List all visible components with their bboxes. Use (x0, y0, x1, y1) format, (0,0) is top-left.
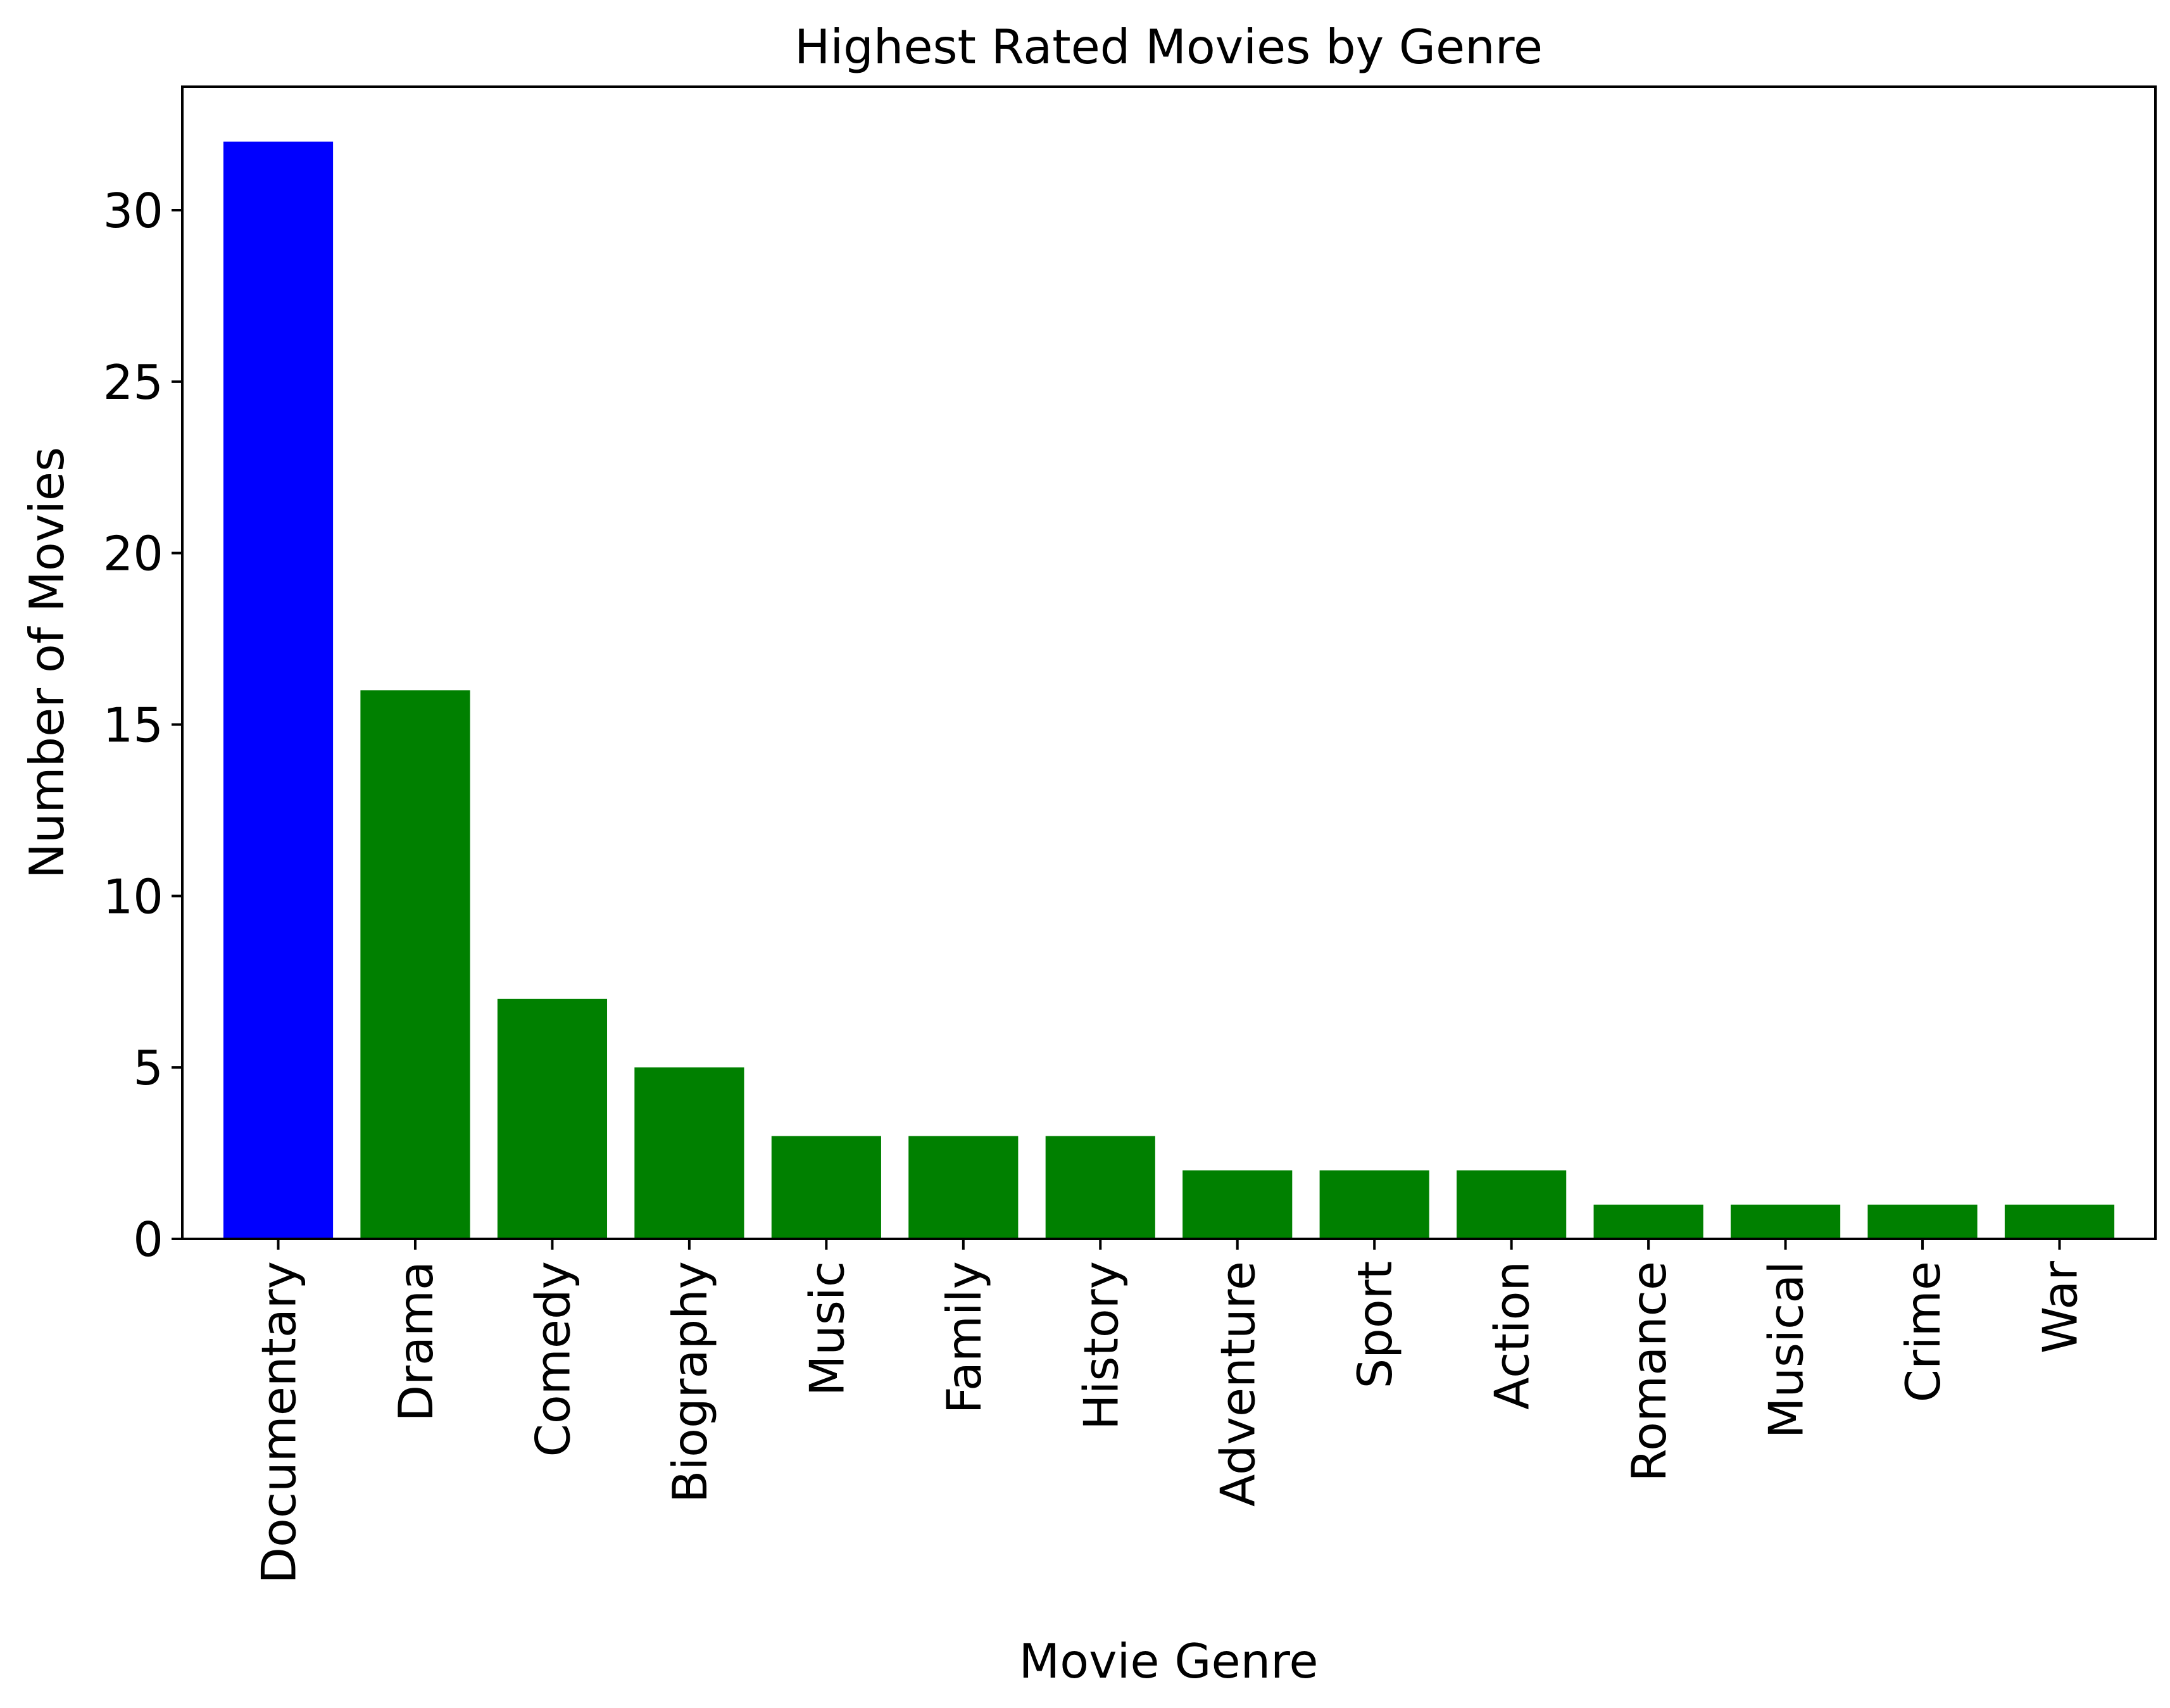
x-tick-label: Drama (388, 1261, 444, 1422)
bar-musical (1730, 1204, 1841, 1239)
x-tick-label: Documentary (251, 1261, 307, 1584)
x-tick-label: Crime (1895, 1261, 1951, 1402)
bar-crime (1867, 1204, 1978, 1239)
y-tick-label: 15 (103, 698, 163, 753)
x-tick-label: Adventure (1210, 1261, 1266, 1507)
x-tick-label: Music (799, 1261, 855, 1396)
x-tick-label: Sport (1347, 1261, 1403, 1388)
y-tick-label: 5 (133, 1040, 163, 1096)
chart-title: Highest Rated Movies by Genre (794, 19, 1543, 75)
bar-history (1045, 1136, 1155, 1239)
bar-romance (1593, 1204, 1703, 1239)
x-tick-label: War (2032, 1261, 2088, 1353)
bar-family (908, 1136, 1019, 1239)
x-tick-label: Action (1484, 1261, 1540, 1410)
bar-sport (1319, 1170, 1429, 1239)
x-tick-label: History (1073, 1261, 1129, 1430)
y-axis: 0 5 10 15 20 25 30 (103, 183, 182, 1267)
bar-drama (360, 690, 470, 1239)
bar-war (2004, 1204, 2115, 1239)
x-tick-label: Comedy (525, 1261, 580, 1457)
bar-adventure (1182, 1170, 1293, 1239)
y-tick-label: 10 (103, 869, 163, 924)
bars-group (223, 141, 2115, 1240)
bar-action (1457, 1170, 1567, 1239)
x-tick-label: Musical (1759, 1261, 1814, 1438)
bar-documentary (223, 141, 334, 1240)
x-axis-label: Movie Genre (1019, 1633, 1319, 1689)
y-axis-label: Number of Movies (19, 447, 75, 879)
bar-biography (634, 1067, 744, 1239)
x-tick-label: Family (936, 1261, 992, 1414)
bar-comedy (497, 998, 608, 1239)
x-tick-label: Biography (662, 1261, 718, 1503)
y-tick-label: 20 (103, 526, 163, 582)
y-tick-label: 30 (103, 183, 163, 239)
bar-music (771, 1136, 881, 1239)
y-tick-label: 25 (103, 355, 163, 410)
plot-area-frame (181, 85, 2157, 1240)
x-axis: Documentary Drama Comedy Biography Music Fami… (251, 1239, 2088, 1584)
y-tick-label: 0 (133, 1212, 163, 1267)
x-tick-label: Romance (1621, 1261, 1677, 1482)
